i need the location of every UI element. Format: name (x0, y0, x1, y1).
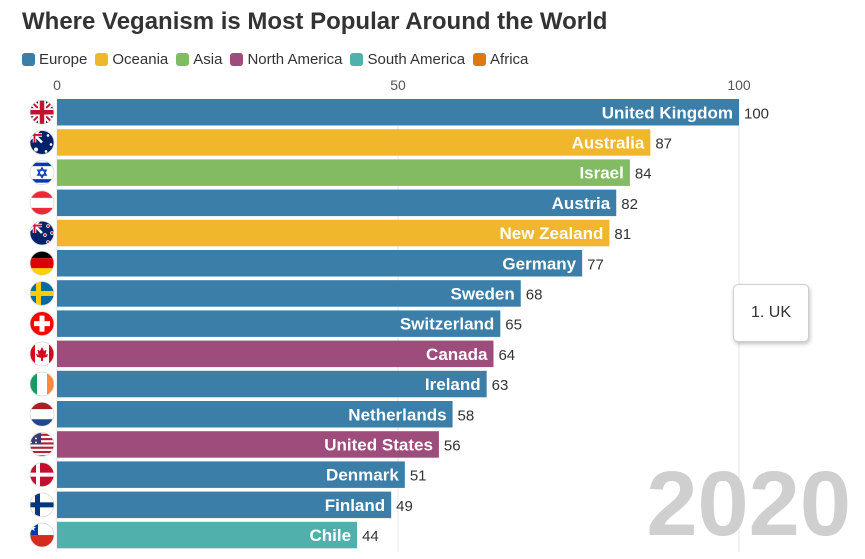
nz-flag-icon (29, 220, 55, 246)
ie-flag-icon (29, 371, 55, 397)
value-label: 51 (410, 468, 427, 485)
cl-flag-icon (29, 522, 55, 548)
chart-title: Where Veganism is Most Popular Around th… (22, 8, 608, 35)
legend-item[interactable]: North America (230, 51, 342, 68)
bar-label: Australia (572, 133, 645, 152)
legend-label: Europe (39, 50, 88, 68)
legend-item[interactable]: Asia (176, 51, 222, 68)
x-tick-label: 0 (53, 77, 61, 93)
bar-label: Austria (552, 194, 611, 213)
legend-label: Oceania (112, 50, 169, 68)
fi-flag-icon (29, 492, 55, 518)
dk-flag-icon (29, 462, 55, 488)
value-label: 65 (505, 317, 522, 334)
legend-swatch (350, 52, 364, 66)
bar (57, 401, 453, 428)
us-flag-icon (29, 432, 55, 457)
bar-label: Denmark (326, 466, 399, 485)
bar (57, 219, 610, 247)
legend-swatch (473, 52, 487, 66)
legend-item[interactable]: Oceania (95, 51, 168, 68)
legend-item[interactable]: Africa (473, 51, 528, 68)
legend: Europe Oceania Asia North America South Amer… (22, 49, 536, 69)
de-flag-icon (29, 250, 55, 276)
gb-flag-icon (29, 99, 55, 125)
bar (57, 340, 494, 368)
value-label: 56 (444, 437, 461, 454)
x-tick-label: 50 (390, 77, 406, 93)
bar (57, 129, 651, 156)
legend-item[interactable]: South America (350, 51, 465, 68)
legend-swatch (95, 52, 109, 66)
bar-label: New Zealand (499, 224, 603, 243)
value-label: 64 (498, 347, 515, 364)
bar-label: Germany (502, 254, 576, 273)
bar (57, 159, 630, 186)
legend-swatch (176, 52, 190, 66)
bar-label: Finland (325, 496, 385, 515)
legend-swatch (22, 52, 35, 66)
legend-label: Africa (490, 50, 529, 68)
legend-swatch (230, 52, 244, 66)
bar-label: Ireland (425, 375, 481, 394)
value-label: 77 (587, 256, 604, 273)
se-flag-icon (29, 281, 55, 306)
x-tick-label: 100 (727, 77, 751, 93)
bar-label: Sweden (451, 284, 515, 303)
bar (57, 370, 487, 398)
bar (57, 461, 405, 488)
bar (57, 280, 521, 307)
bar-label: Netherlands (348, 405, 446, 424)
value-label: 81 (614, 226, 631, 243)
bar-label: Israel (579, 164, 623, 183)
value-label: 68 (526, 286, 543, 303)
value-label: 100 (744, 105, 769, 122)
bar (57, 521, 358, 549)
value-label: 84 (635, 166, 652, 183)
au-flag-icon (29, 130, 55, 155)
bar (57, 310, 501, 337)
ca-flag-icon (29, 341, 55, 367)
value-label: 58 (458, 407, 475, 424)
value-label: 49 (396, 498, 413, 515)
legend-label: South America (367, 50, 466, 68)
rank-tooltip: 1. UK (733, 284, 809, 342)
bar (57, 189, 617, 217)
tooltip-text: 1. UK (750, 304, 791, 321)
legend-item[interactable]: Europe (22, 51, 87, 68)
bar (57, 250, 583, 277)
bar-label: Chile (310, 526, 352, 545)
legend-label: Asia (193, 50, 223, 68)
bar-label: Switzerland (400, 315, 494, 334)
ch-flag-icon (29, 311, 55, 337)
bar-label: United States (324, 435, 433, 454)
value-label: 82 (621, 196, 638, 213)
il-flag-icon (29, 160, 55, 186)
value-label: 63 (492, 377, 509, 394)
value-label: 87 (655, 135, 672, 152)
nl-flag-icon (29, 401, 55, 427)
at-flag-icon (29, 190, 55, 216)
bar-label: Canada (426, 345, 488, 364)
year-label: 2020 (646, 453, 851, 555)
bar (57, 491, 392, 519)
bar-label: United Kingdom (602, 103, 733, 122)
legend-label: North America (247, 50, 343, 68)
bar (57, 99, 739, 126)
value-label: 44 (362, 528, 379, 545)
bar (57, 431, 439, 458)
